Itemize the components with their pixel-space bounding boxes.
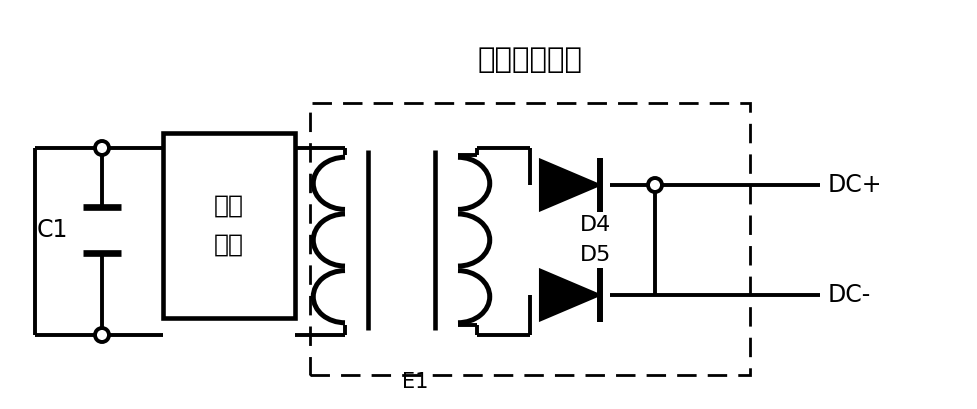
Polygon shape: [539, 160, 599, 211]
Bar: [163, 133, 295, 318]
Circle shape: [648, 178, 661, 192]
Circle shape: [95, 328, 108, 342]
Text: C1: C1: [36, 218, 67, 242]
Text: D4: D4: [579, 215, 611, 235]
Circle shape: [95, 141, 108, 155]
Text: D5: D5: [579, 245, 611, 265]
Text: DC-: DC-: [828, 283, 871, 307]
Bar: [310, 103, 749, 375]
Text: E1: E1: [402, 372, 428, 392]
Text: 逆变
电路: 逆变 电路: [214, 194, 243, 257]
Polygon shape: [539, 270, 599, 321]
Text: DC+: DC+: [828, 173, 881, 197]
Text: 变压整流电路: 变压整流电路: [477, 46, 582, 74]
